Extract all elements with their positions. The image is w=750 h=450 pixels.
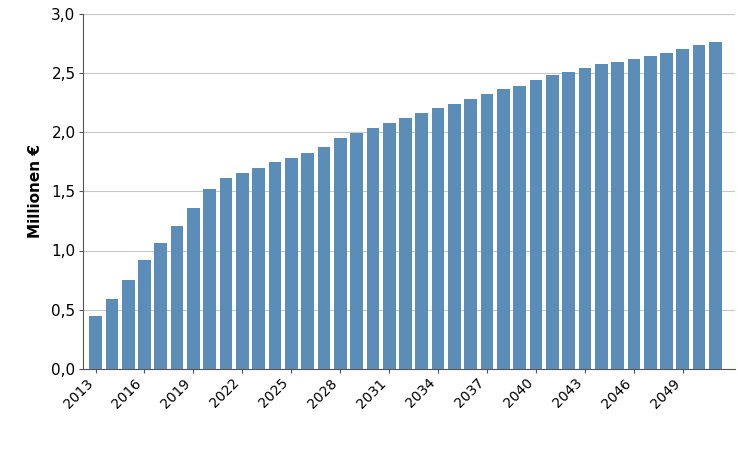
Bar	[562, 72, 575, 369]
Bar	[481, 94, 494, 369]
Bar	[122, 280, 134, 369]
Bar	[382, 122, 395, 369]
Bar	[513, 86, 526, 369]
Bar	[367, 128, 380, 369]
Bar	[595, 64, 608, 369]
Bar	[693, 45, 706, 369]
Bar	[302, 153, 314, 369]
Bar	[546, 75, 559, 369]
Bar	[154, 243, 167, 369]
Bar	[464, 99, 477, 369]
Bar	[236, 174, 249, 369]
Bar	[285, 158, 298, 369]
Bar	[578, 68, 591, 369]
Bar	[448, 104, 460, 369]
Bar	[350, 133, 363, 369]
Bar	[416, 113, 428, 369]
Bar	[628, 58, 640, 369]
Bar	[432, 108, 445, 369]
Bar	[220, 178, 232, 369]
Bar	[676, 49, 689, 369]
Bar	[268, 162, 281, 369]
Bar	[187, 208, 200, 369]
Bar	[660, 53, 673, 369]
Bar	[334, 138, 346, 369]
Bar	[497, 90, 510, 369]
Bar	[203, 189, 216, 369]
Bar	[317, 148, 330, 369]
Bar	[89, 316, 102, 369]
Y-axis label: Millionen €: Millionen €	[28, 144, 43, 238]
Bar	[611, 62, 624, 369]
Bar	[399, 118, 412, 369]
Bar	[171, 225, 184, 369]
Bar	[138, 260, 151, 369]
Bar	[709, 42, 722, 369]
Bar	[644, 56, 656, 369]
Bar	[252, 167, 265, 369]
Bar	[106, 299, 118, 369]
Bar	[530, 80, 542, 369]
